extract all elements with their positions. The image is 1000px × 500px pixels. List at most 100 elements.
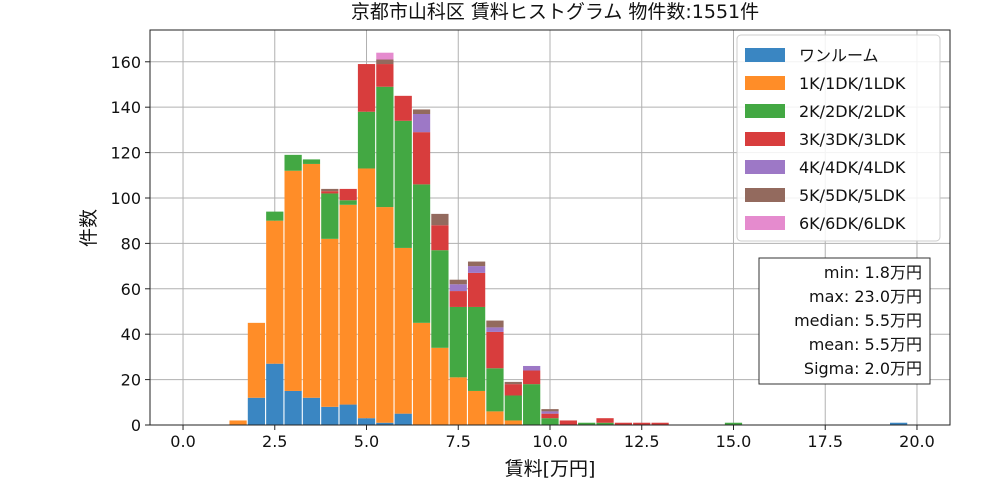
y-tick-label: 20: [121, 371, 141, 390]
histogram-bar: [302, 159, 321, 164]
legend-swatch: [745, 160, 785, 174]
legend-label: 4K/4DK/4LDK: [799, 158, 906, 177]
histogram-bar: [890, 422, 908, 425]
histogram-bar: [431, 225, 449, 251]
histogram-bar: [357, 111, 376, 169]
histogram-bar: [467, 261, 486, 267]
histogram-bar: [431, 347, 449, 425]
y-axis-ticks: 0 20 40 60 80 100 120 140 160: [110, 53, 150, 435]
histogram-bar: [376, 64, 394, 87]
histogram-bar: [541, 411, 559, 414]
histogram-bar: [596, 418, 614, 423]
x-tick-label: 15.0: [716, 432, 752, 451]
histogram-bar: [229, 420, 247, 425]
legend-swatch: [745, 48, 785, 62]
histogram-bar: [412, 184, 431, 323]
chart-title: 京都市山科区 賃料ヒストグラム 物件数:1551件: [351, 1, 759, 23]
legend-swatch: [745, 104, 785, 118]
y-tick-label: 160: [110, 53, 141, 72]
histogram-bar: [339, 200, 357, 205]
histogram-bar: [449, 284, 467, 292]
stats-line: mean: 5.5万円: [809, 335, 922, 354]
x-tick-label: 5.0: [354, 432, 379, 451]
legend-label: 3K/3DK/3LDK: [799, 130, 906, 149]
histogram-bar: [523, 370, 541, 385]
histogram-bar: [559, 420, 577, 425]
bars: [229, 52, 908, 425]
histogram-bar: [504, 395, 522, 421]
histogram-bar: [467, 390, 486, 425]
histogram-bar: [596, 422, 614, 425]
histogram-bar: [357, 418, 376, 425]
y-tick-label: 60: [121, 280, 141, 299]
stats-frame: [758, 257, 931, 385]
histogram-bar: [394, 95, 412, 121]
histogram-bar: [321, 238, 339, 407]
y-tick-label: 40: [121, 325, 141, 344]
histogram-bar: [284, 170, 302, 391]
histogram-bar: [467, 306, 486, 391]
histogram-bar: [266, 363, 284, 425]
histogram-bar: [394, 413, 412, 425]
legend-label: 6K/6DK/6LDK: [799, 214, 906, 233]
x-tick-label: 17.5: [807, 432, 843, 451]
legend: ワンルーム 1K/1DK/1LDK 2K/2DK/2LDK 3K/3DK/3LDK 4K…: [736, 34, 941, 242]
legend-label: 5K/5DK/5LDK: [799, 186, 906, 205]
x-tick-label: 20.0: [899, 432, 935, 451]
histogram-bar: [302, 397, 321, 425]
histogram-bar: [376, 52, 394, 60]
histogram-bar: [376, 207, 394, 423]
histogram-bar: [376, 86, 394, 208]
stats-line: Sigma: 2.0万円: [804, 359, 922, 378]
legend-label: 2K/2DK/2LDK: [799, 102, 906, 121]
histogram-bar: [504, 384, 522, 396]
histogram-bar: [449, 279, 467, 285]
histogram-bar: [541, 409, 559, 412]
histogram-bar: [431, 250, 449, 348]
legend-swatch: [745, 132, 785, 146]
histogram-bar: [431, 213, 449, 226]
y-tick-label: 80: [121, 234, 141, 253]
histogram-bar: [321, 193, 339, 239]
histogram-bar: [321, 406, 339, 425]
histogram-bar: [247, 397, 266, 425]
histogram-bar: [412, 113, 431, 133]
legend-box: [736, 34, 941, 242]
histogram-bar: [541, 413, 559, 419]
histogram-bar: [412, 132, 431, 185]
histogram-bar: [486, 327, 504, 332]
y-tick-label: 120: [110, 144, 141, 163]
histogram-bar: [467, 272, 486, 307]
histogram-bar: [486, 368, 504, 412]
histogram-bar: [339, 204, 357, 405]
legend-label: ワンルーム: [799, 46, 879, 65]
histogram-bar: [633, 422, 651, 425]
stats-line: max: 23.0万円: [809, 287, 922, 306]
histogram-bar: [376, 59, 394, 65]
histogram-bar: [541, 418, 559, 425]
y-tick-label: 100: [110, 189, 141, 208]
histogram-bar: [578, 422, 596, 425]
histogram-bar: [614, 422, 633, 425]
x-tick-label: 2.5: [262, 432, 287, 451]
histogram-bar: [394, 247, 412, 414]
histogram-bar: [504, 381, 522, 385]
histogram-bar: [467, 266, 486, 273]
y-tick-label: 140: [110, 98, 141, 117]
legend-swatch: [745, 188, 785, 202]
legend-label: 1K/1DK/1LDK: [799, 74, 906, 93]
stats-box: min: 1.8万円 max: 23.0万円 median: 5.5万円 mean: …: [758, 257, 931, 385]
histogram-bar: [449, 306, 467, 378]
histogram-bar: [486, 411, 504, 425]
x-tick-label: 12.5: [624, 432, 660, 451]
histogram-bar: [724, 422, 743, 425]
histogram-bar: [339, 188, 357, 201]
histogram-bar: [302, 163, 321, 398]
histogram-bar: [266, 211, 284, 221]
histogram-bar: [376, 422, 394, 425]
legend-swatch: [745, 76, 785, 90]
histogram-bar: [449, 291, 467, 307]
histogram-bar: [486, 320, 504, 328]
histogram-bar: [284, 390, 302, 425]
